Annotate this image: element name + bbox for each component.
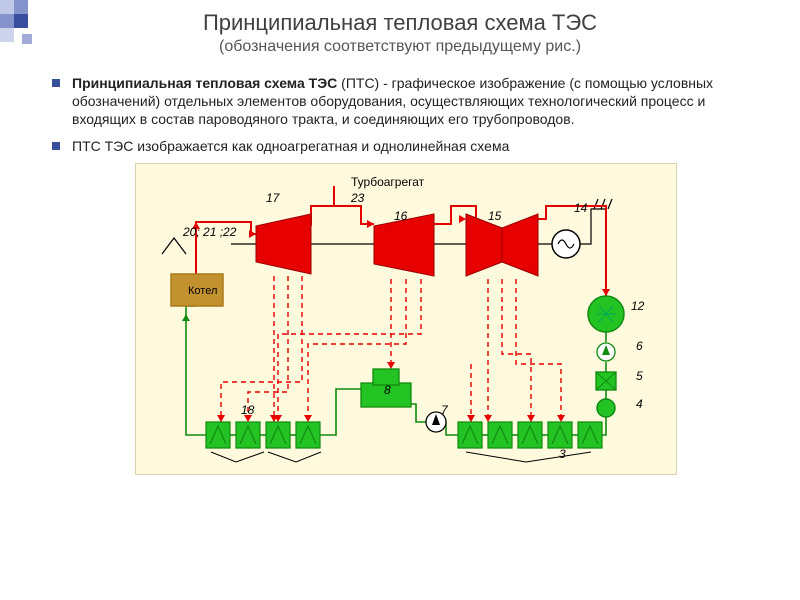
slide-title: Принципиальная тепловая схема ТЭС [0, 10, 800, 36]
diagram-label-lbl-3: 3 [559, 447, 566, 461]
bullet-2: ПТС ТЭС изображается как одноагрегатная … [52, 137, 760, 155]
bullet-1-lead: Принципиальная тепловая схема ТЭС [72, 75, 337, 91]
diagram-label-lbl-14: 14 [574, 201, 588, 215]
slide-body: Принципиальная тепловая схема ТЭС (ПТС) … [0, 56, 800, 480]
diagram-label-lbl-8: 8 [384, 383, 391, 397]
diagram-label-lbl-18: 18 [241, 403, 255, 417]
diagram-label-lbl-7: 7 [441, 403, 449, 417]
diagram-label-lbl-16: 16 [394, 209, 408, 223]
diagram-label-lbl-17: 17 [266, 191, 281, 205]
diagram-label-lbl-15: 15 [488, 209, 502, 223]
thermal-scheme-diagram: 20; 21 ;22 17 23 Турбоагрегат 16 15 14 Котел 12 6… [135, 163, 677, 475]
diagram-label-lbl-20-22: 20; 21 ;22 [182, 225, 237, 239]
diagram-label-lbl-turbo: Турбоагрегат [351, 175, 425, 189]
slide-subtitle: (обозначения соответствуют предыдущему р… [0, 38, 800, 56]
diagram-label-lbl-5: 5 [636, 369, 643, 383]
diagram-container: 20; 21 ;22 17 23 Турбоагрегат 16 15 14 Котел 12 6… [52, 163, 760, 480]
diagram-label-lbl-6: 6 [636, 339, 643, 353]
bullet-2-text: ПТС ТЭС изображается как одноагрегатная … [72, 138, 509, 154]
bullet-list: Принципиальная тепловая схема ТЭС (ПТС) … [52, 74, 760, 155]
diagram-label-lbl-boiler: Котел [188, 285, 217, 297]
diagram-label-lbl-4: 4 [636, 397, 643, 411]
corner-decor [0, 0, 60, 60]
bullet-1: Принципиальная тепловая схема ТЭС (ПТС) … [52, 74, 760, 129]
diagram-label-lbl-23: 23 [350, 191, 365, 205]
diagram-label-lbl-12: 12 [631, 299, 645, 313]
